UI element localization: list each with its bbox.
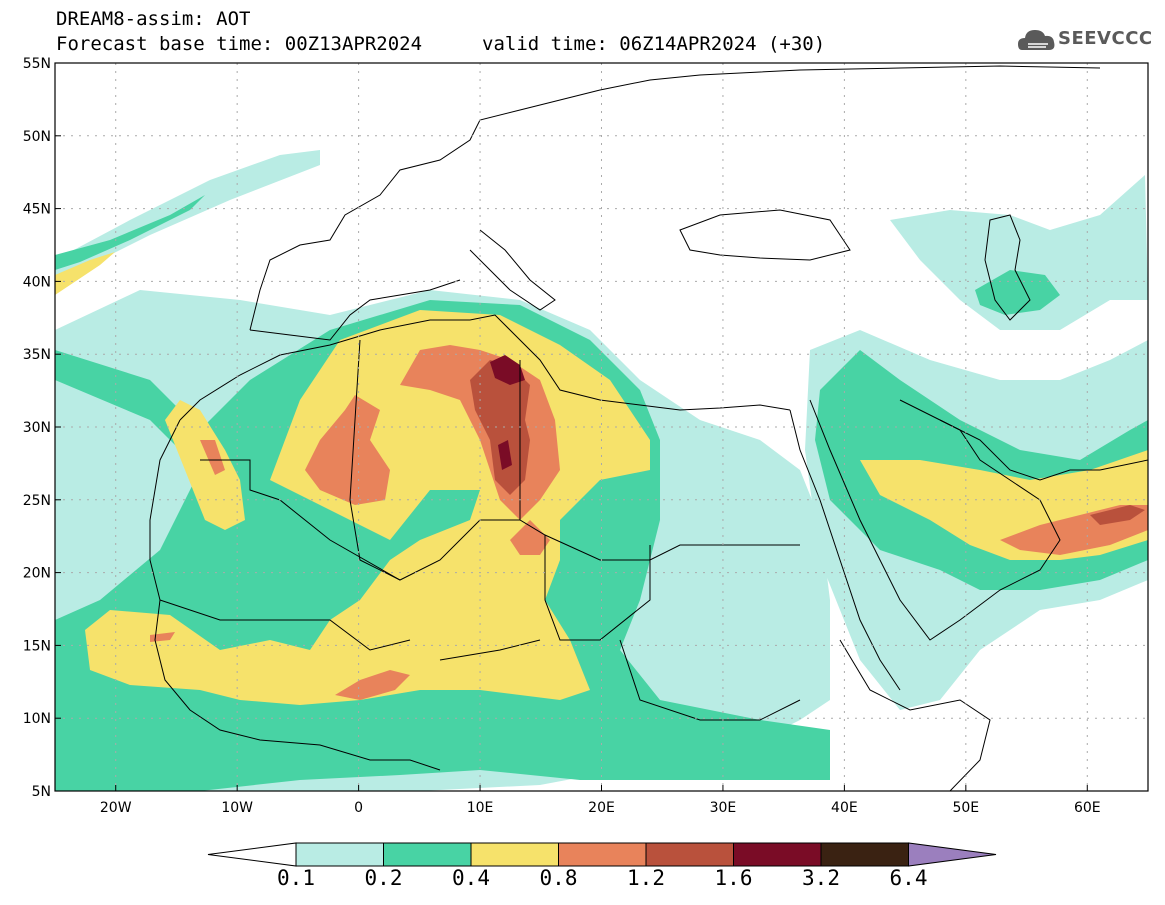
aot-level-1.6-b (498, 440, 512, 470)
aot-level-0.1-caspian (890, 175, 1148, 330)
lon-label: 20W (100, 800, 132, 816)
cloud-logo-icon (1018, 30, 1055, 50)
lat-label: 45N (23, 202, 51, 218)
lat-label: 20N (23, 566, 51, 582)
colorbar-swatch (383, 842, 472, 867)
colorbar-label: 1.2 (627, 866, 665, 890)
aot-level-0.2-plume (55, 195, 205, 270)
colorbar-labels: 0.1 0.2 0.4 0.8 1.2 1.6 3.2 6.4 (0, 866, 1165, 896)
lon-label: 0 (354, 800, 363, 816)
latitude-labels: 55N 50N 45N 40N 35N 30N 25N 20N 15N 10N 5N (23, 56, 61, 800)
lat-label: 40N (23, 274, 51, 290)
aot-level-0.8-algeria (305, 395, 390, 505)
colorbar-label: 0.1 (277, 866, 315, 890)
lat-label: 30N (23, 420, 51, 436)
colorbar-label: 0.4 (452, 866, 490, 890)
lon-label: 30E (710, 800, 737, 816)
colorbar-swatch (295, 842, 384, 867)
lat-label: 35N (23, 347, 51, 363)
aot-level-1.6 (490, 355, 525, 385)
aot-contours (55, 150, 1148, 791)
valid-time: valid time: 06Z14APR2024 (+30) (482, 33, 826, 55)
grid-lines (55, 63, 1148, 791)
forecast-base-time: Forecast base time: 00Z13APR2024 (56, 33, 423, 55)
colorbar-label: 1.6 (714, 866, 753, 890)
aot-level-0.4-nwplume (55, 252, 115, 295)
aot-level-0.8-nigeria (335, 670, 410, 700)
lat-label: 10N (23, 711, 51, 727)
colorbar-swatch (645, 842, 734, 867)
lon-label: 10W (221, 800, 253, 816)
longitude-labels: 20W 10W 0 10E 20E 30E 40E 50E 60E (100, 785, 1101, 816)
logo-text: SEEVCCC (1058, 28, 1153, 49)
lat-label: 25N (23, 493, 51, 509)
aot-level-0.8-libya (510, 520, 550, 555)
aot-level-0.8-morocco (200, 440, 225, 475)
colorbar-swatch (820, 842, 909, 867)
lon-label: 20E (588, 800, 615, 816)
colorbar-swatch (558, 842, 647, 867)
colorbar-label: 0.2 (364, 866, 403, 890)
colorbar-swatch (733, 842, 822, 867)
lat-label: 55N (23, 56, 51, 72)
aot-level-0.8-senegal (150, 632, 175, 642)
colorbar (207, 842, 997, 867)
colorbar-label: 0.8 (539, 866, 578, 890)
lat-label: 50N (23, 129, 51, 145)
map-title: DREAM8-assim: AOT (56, 8, 251, 30)
aot-level-0.2-caspian (975, 270, 1060, 315)
lat-label: 15N (23, 638, 51, 654)
coastlines (149, 65, 1148, 791)
colorbar-swatch (470, 842, 559, 867)
aot-level-1.2 (470, 360, 530, 495)
lon-label: 50E (952, 800, 979, 816)
lon-label: 10E (467, 800, 494, 816)
aot-level-0.1-plume (55, 150, 320, 285)
lon-label: 40E (831, 800, 858, 816)
colorbar-label: 3.2 (802, 866, 840, 890)
aot-level-0.4-morocco (165, 400, 245, 530)
colorbar-label: 6.4 (889, 866, 928, 890)
colorbar-high-arrow (908, 842, 997, 867)
lat-label: 5N (32, 784, 51, 800)
lon-label: 60E (1074, 800, 1101, 816)
colorbar-low-arrow (207, 842, 297, 867)
aot-level-1.2-gulf (1090, 505, 1145, 525)
